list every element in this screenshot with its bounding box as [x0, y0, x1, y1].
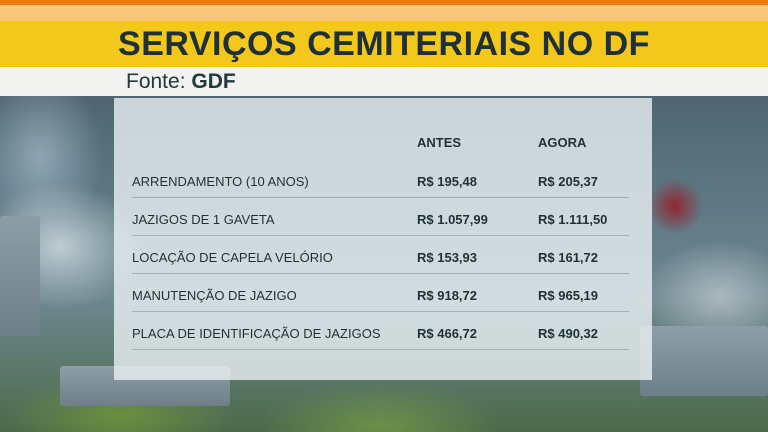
table-row: JAZIGOS DE 1 GAVETA R$ 1.057,99 R$ 1.111…: [132, 198, 652, 236]
page-title: SERVIÇOS CEMITERIAIS NO DF: [118, 24, 650, 63]
row-before: R$ 466,72: [417, 326, 477, 341]
row-now: R$ 965,19: [538, 288, 598, 303]
row-before: R$ 195,48: [417, 174, 477, 189]
row-label: PLACA DE IDENTIFICAÇÃO DE JAZIGOS: [132, 326, 381, 341]
row-now: R$ 161,72: [538, 250, 598, 265]
table-row: MANUTENÇÃO DE JAZIGO R$ 918,72 R$ 965,19: [132, 274, 652, 312]
header-now: AGORA: [538, 135, 587, 150]
row-now: R$ 205,37: [538, 174, 598, 189]
price-table: ANTES AGORA ARRENDAMENTO (10 ANOS) R$ 19…: [114, 98, 652, 380]
row-before: R$ 918,72: [417, 288, 477, 303]
row-now: R$ 1.111,50: [538, 212, 608, 227]
row-divider: [132, 235, 629, 236]
header-before: ANTES: [417, 135, 462, 150]
row-divider: [132, 197, 629, 198]
row-label: MANUTENÇÃO DE JAZIGO: [132, 288, 297, 303]
source-name: GDF: [191, 70, 236, 93]
source-prefix: Fonte:: [126, 70, 186, 93]
row-divider: [132, 311, 629, 312]
table-row: ARRENDAMENTO (10 ANOS) R$ 195,48 R$ 205,…: [132, 160, 652, 198]
row-before: R$ 1.057,99: [417, 212, 488, 227]
top-peach-stripe: [0, 5, 768, 21]
row-before: R$ 153,93: [417, 250, 477, 265]
table-row: LOCAÇÃO DE CAPELA VELÓRIO R$ 153,93 R$ 1…: [132, 236, 652, 274]
source-line: Fonte: GDF: [126, 70, 236, 94]
row-now: R$ 490,32: [538, 326, 598, 341]
row-label: LOCAÇÃO DE CAPELA VELÓRIO: [132, 250, 333, 265]
source-bar: Fonte: GDF: [0, 67, 768, 96]
table-row: PLACA DE IDENTIFICAÇÃO DE JAZIGOS R$ 466…: [132, 312, 652, 350]
top-accent-stripe: [0, 0, 768, 5]
row-label: ARRENDAMENTO (10 ANOS): [132, 174, 309, 189]
title-bar: SERVIÇOS CEMITERIAIS NO DF: [0, 21, 768, 67]
row-label: JAZIGOS DE 1 GAVETA: [132, 212, 275, 227]
row-divider: [132, 349, 629, 350]
row-divider: [132, 273, 629, 274]
